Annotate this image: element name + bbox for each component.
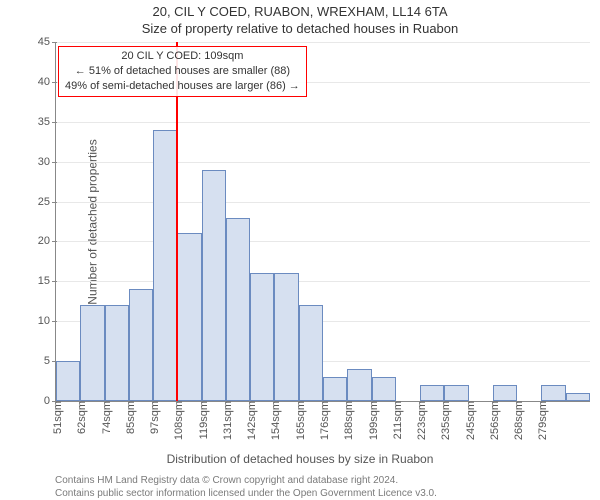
x-tick: 85sqm <box>121 401 137 434</box>
x-tick: 223sqm <box>412 401 428 440</box>
x-tick: 62sqm <box>72 401 88 434</box>
footer: Contains HM Land Registry data © Crown c… <box>55 474 590 500</box>
x-tick: 211sqm <box>388 401 404 439</box>
histogram-bar <box>541 385 565 401</box>
callout-line: ← 51% of detached houses are smaller (88… <box>65 64 300 79</box>
x-tick: 142sqm <box>242 401 258 440</box>
footer-line-2: Contains public sector information licen… <box>55 487 590 500</box>
histogram-bar <box>250 273 274 401</box>
gridline-horizontal <box>56 122 590 123</box>
histogram-bar <box>56 361 80 401</box>
histogram-bar <box>153 130 177 401</box>
x-tick: 176sqm <box>315 401 331 440</box>
histogram-chart: Number of detached properties 0510152025… <box>55 42 590 402</box>
reference-callout: 20 CIL Y COED: 109sqm← 51% of detached h… <box>58 46 307 97</box>
y-tick: 10 <box>38 315 56 327</box>
histogram-bar <box>347 369 371 401</box>
histogram-bar <box>444 385 468 401</box>
histogram-bar <box>274 273 298 401</box>
x-tick: 97sqm <box>145 401 161 434</box>
x-tick: 279sqm <box>533 401 549 440</box>
x-tick: 235sqm <box>436 401 452 440</box>
y-tick: 5 <box>44 355 56 367</box>
gridline-horizontal <box>56 162 590 163</box>
histogram-bar <box>226 218 250 401</box>
x-tick: 119sqm <box>194 401 210 439</box>
callout-line: 20 CIL Y COED: 109sqm <box>65 49 300 64</box>
histogram-bar <box>129 289 153 401</box>
x-tick: 268sqm <box>509 401 525 440</box>
x-tick: 245sqm <box>461 401 477 440</box>
y-tick: 40 <box>38 76 56 88</box>
x-tick: 154sqm <box>266 401 282 440</box>
y-tick: 25 <box>38 196 56 208</box>
gridline-horizontal <box>56 42 590 43</box>
x-tick: 74sqm <box>97 401 113 434</box>
histogram-bar <box>420 385 444 401</box>
histogram-bar <box>372 377 396 401</box>
x-tick: 51sqm <box>48 401 64 434</box>
y-tick: 20 <box>38 235 56 247</box>
gridline-horizontal <box>56 202 590 203</box>
y-tick: 15 <box>38 275 56 287</box>
x-tick: 199sqm <box>364 401 380 440</box>
histogram-bar <box>493 385 517 401</box>
gridline-horizontal <box>56 281 590 282</box>
plot-area: 05101520253035404551sqm62sqm74sqm85sqm97… <box>55 42 590 402</box>
histogram-bar <box>323 377 347 401</box>
histogram-bar <box>299 305 323 401</box>
gridline-horizontal <box>56 241 590 242</box>
x-tick: 256sqm <box>485 401 501 440</box>
histogram-bar <box>177 233 201 401</box>
y-tick: 30 <box>38 156 56 168</box>
y-tick: 35 <box>38 116 56 128</box>
x-tick: 131sqm <box>218 401 234 440</box>
histogram-bar <box>105 305 129 401</box>
title-sub: Size of property relative to detached ho… <box>0 21 600 36</box>
histogram-bar <box>80 305 104 401</box>
x-tick: 165sqm <box>291 401 307 440</box>
title-main: 20, CIL Y COED, RUABON, WREXHAM, LL14 6T… <box>0 4 600 19</box>
y-tick: 45 <box>38 36 56 48</box>
histogram-bar <box>202 170 226 401</box>
x-tick: 108sqm <box>169 401 185 440</box>
x-tick: 188sqm <box>339 401 355 440</box>
histogram-bar <box>566 393 590 401</box>
callout-line: 49% of semi-detached houses are larger (… <box>65 79 300 94</box>
x-axis-title: Distribution of detached houses by size … <box>0 452 600 466</box>
footer-line-1: Contains HM Land Registry data © Crown c… <box>55 474 590 487</box>
